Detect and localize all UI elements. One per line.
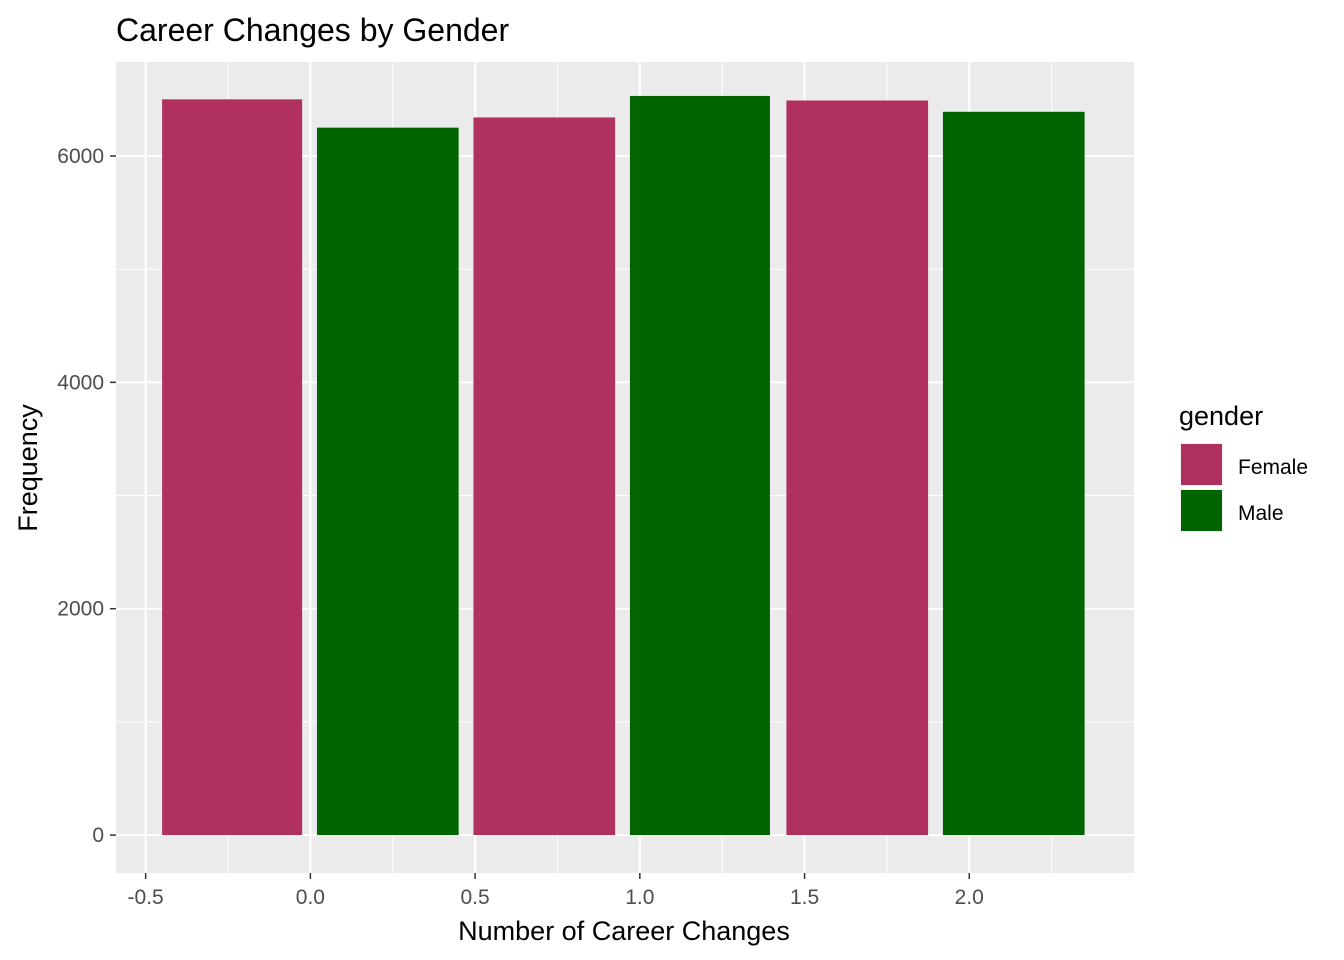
- legend: gender Female Male: [1179, 401, 1308, 532]
- x-tick-label: -0.5: [128, 886, 164, 909]
- bar-male-1: [316, 127, 459, 836]
- x-tick-label: 1.0: [625, 886, 654, 909]
- bar-male-3: [629, 95, 770, 836]
- plot-panel: -0.5 0.0 0.5 1.0 1.5 2.0 0 2000 4000 6000: [57, 62, 1134, 909]
- legend-swatch-female: [1181, 444, 1222, 485]
- bar-female-4: [786, 100, 929, 836]
- x-tick-label: 1.5: [790, 886, 819, 909]
- y-tick-label: 4000: [57, 371, 104, 394]
- x-tick-label: 2.0: [955, 886, 984, 909]
- bar-female-2: [473, 117, 616, 836]
- y-tick-label: 6000: [57, 145, 104, 168]
- legend-title: gender: [1179, 401, 1263, 431]
- chart-title: Career Changes by Gender: [116, 12, 509, 48]
- x-tick-label: 0.5: [460, 886, 489, 909]
- y-axis-title: Frequency: [13, 404, 43, 532]
- legend-label-female: Female: [1238, 456, 1308, 479]
- legend-label-male: Male: [1238, 502, 1284, 525]
- bar-female-0: [162, 99, 303, 836]
- y-tick-label: 0: [92, 824, 104, 847]
- x-tick-label: 0.0: [296, 886, 325, 909]
- y-tick-label: 2000: [57, 598, 104, 621]
- bar-male-5: [942, 111, 1085, 836]
- x-axis-title: Number of Career Changes: [458, 916, 790, 946]
- legend-swatch-male: [1181, 490, 1222, 531]
